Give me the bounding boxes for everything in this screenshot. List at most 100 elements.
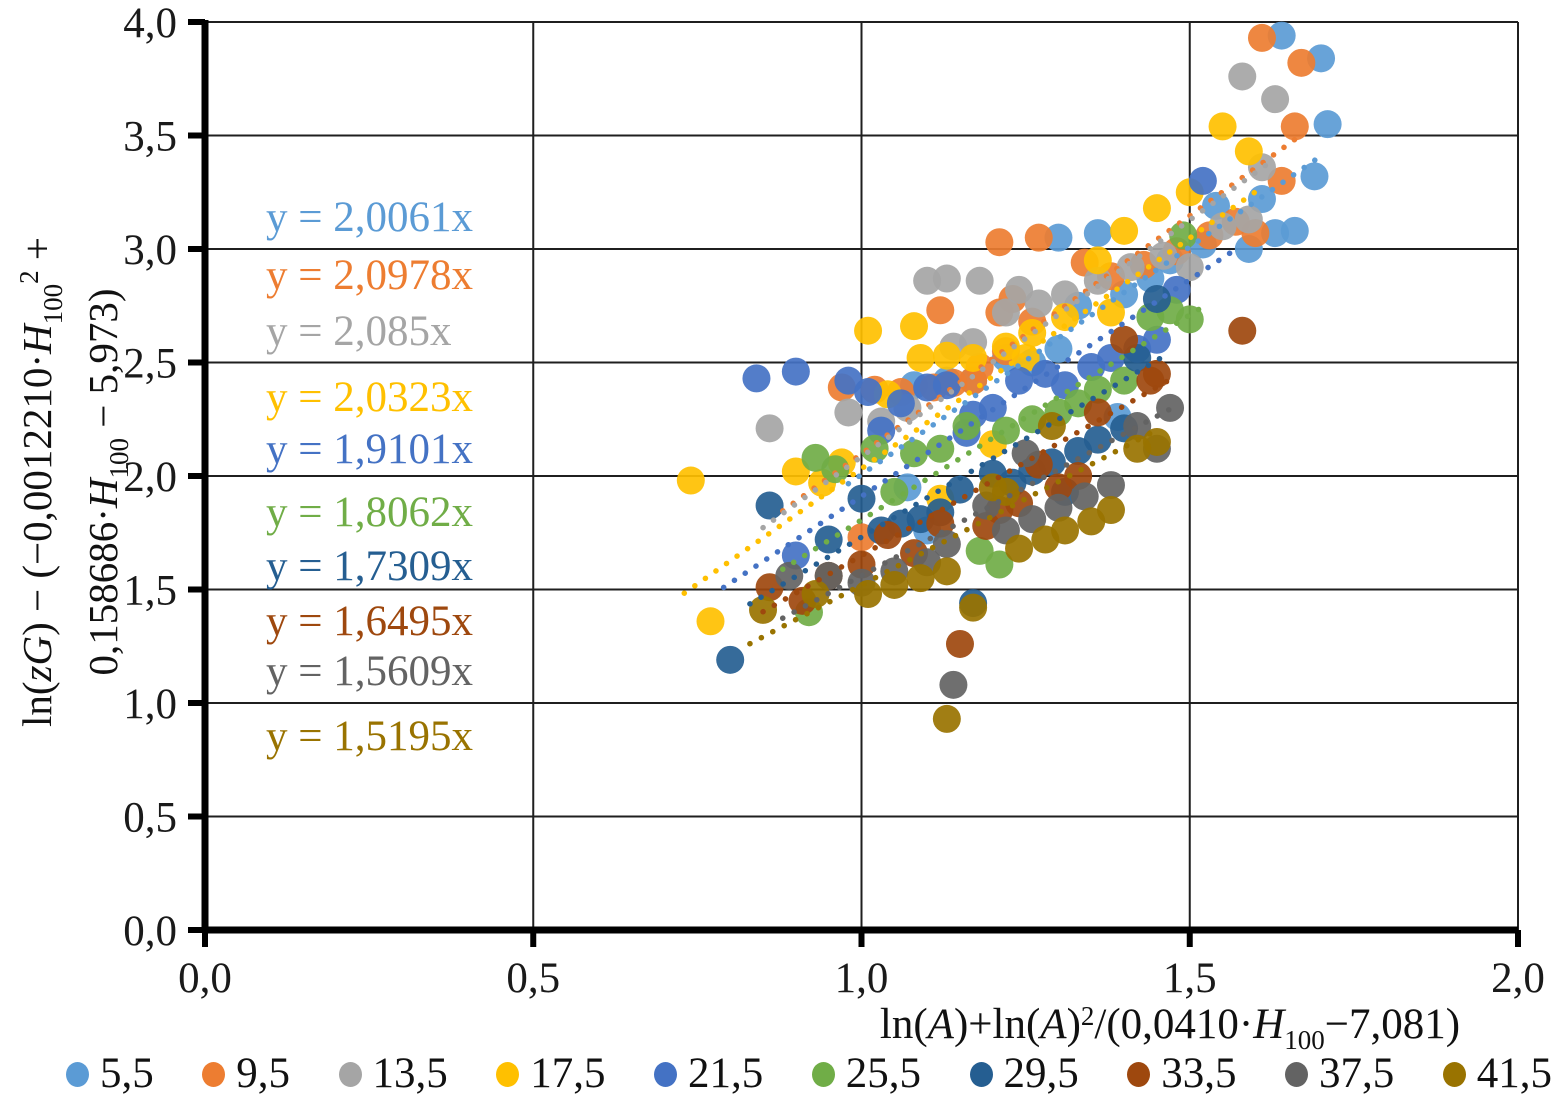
y-tick-label: 0,5 [123,795,177,842]
trendline [747,430,1154,647]
y-axis-title-line2: 0,158686·H100 − 5,973) [78,126,144,838]
scatter-point [1051,280,1080,309]
axis-title-fragment: A [927,1001,954,1048]
scatter-point [991,332,1020,361]
equation-label: y = 2,085x [266,308,452,356]
legend-item: 13,5 [338,1050,448,1098]
trendline [681,189,1259,596]
equation-label: y = 1,6495x [266,597,474,645]
axis-title-fragment: H [1253,1001,1285,1048]
y-tick-label: 4,0 [123,0,177,47]
scatter-point [978,473,1007,502]
scatter-point [926,296,955,325]
scatter-point [932,264,961,293]
axis-title-fragment: 100 [1284,1025,1325,1055]
scatter-point [1018,505,1047,534]
scatter-point [932,341,961,370]
scatter-point [1044,223,1073,252]
scatter-point [1031,525,1060,554]
trendline [779,406,1173,621]
legend-label: 21,5 [688,1050,764,1097]
scatter-point [952,412,981,441]
y-tick-label: 0,0 [123,908,177,955]
axis-title-fragment: ln( [879,1001,928,1048]
y-tick-label: 1,5 [123,568,177,615]
y-tick-label: 2,5 [123,341,177,388]
trendline [747,353,1167,607]
legend-marker [811,1061,835,1087]
scatter-point [1005,366,1034,395]
scatter-point [985,550,1014,579]
scatter-point [1123,434,1152,463]
equation-label: y = 2,0323x [266,373,474,421]
scatter-point [1110,216,1139,245]
scatter-point [959,593,988,622]
scatter-point [913,373,942,402]
scatter-point [906,343,935,372]
legend-marker [202,1061,226,1087]
scatter-point [1024,223,1053,252]
y-tick-label: 1,0 [123,681,177,728]
equation-label: y = 1,5195x [266,713,474,761]
scatter-point [1247,23,1276,52]
legend-label: 33,5 [1161,1050,1237,1097]
scatter-point [854,316,883,345]
axis-title-fragment: 2 [1080,1001,1095,1031]
legend-item: 41,5 [1442,1050,1552,1098]
scatter-point [834,366,863,395]
scatter-point [1280,112,1309,141]
legend-marker [969,1061,993,1087]
x-axis-title: ln(A)+ln(A)2/(0,0410·H100−7,081) [820,1000,1520,1056]
trendline [779,304,1206,572]
axis-title-fragment: H [14,324,60,354]
x-tick-label: 0,0 [178,955,232,1002]
legend-item: 17,5 [496,1050,606,1098]
scatter-point [1083,398,1112,427]
scatter-point [873,521,902,550]
axis-title-fragment: ln( [14,681,60,728]
trendline [760,376,1173,615]
legend: 5,5 9,5 13,5 17,5 21,5 25,5 29,5 33,5 37… [0,1042,1562,1106]
y-tick-label: 3,0 [123,227,177,274]
scatter-point [906,564,935,593]
scatter-point [900,312,929,341]
scatter-point [880,570,909,599]
scatter-point [755,491,784,520]
scatter-point [1077,353,1106,382]
scatter-point [1083,246,1112,275]
equation-label: y = 1,7309x [266,543,474,591]
scatter-point [1287,48,1316,77]
x-tick-label: 2,0 [1491,955,1545,1002]
scatter-point [939,670,968,699]
scatter-point [696,607,725,636]
scatter-point [991,298,1020,327]
scatter-point [1228,316,1257,345]
scatter-point [1077,507,1106,536]
axis-title-fragment: −7,081) [1324,1001,1461,1048]
scatter-point [755,414,784,443]
scatter-point [1136,366,1165,395]
scatter-point [1083,266,1112,295]
trendline [845,153,1324,487]
legend-marker [654,1061,677,1087]
axis-title-fragment: /(0,0410· [1094,1001,1254,1048]
trendline [779,136,1298,514]
scatter-point [1234,137,1263,166]
scatter-point [1142,194,1171,223]
scatter-point [1083,375,1112,404]
equation-label: y = 1,8062x [266,489,474,536]
scatter-point [945,629,974,658]
scatter-point [676,466,705,495]
equation-label: y = 1,5609x [266,647,474,695]
y-axis-title-line1: ln(zG) − (−0,0012210·H1002 + [4,126,78,838]
equation-label: y = 1,9101x [266,425,474,473]
legend-item: 9,5 [202,1050,290,1098]
axis-title-fragment: + [14,236,60,271]
scatter-point [965,266,994,295]
scatter-point [1096,471,1125,500]
legend-marker [66,1061,89,1087]
x-tick-label: 0,5 [506,955,560,1002]
scatter-point [1149,241,1178,270]
